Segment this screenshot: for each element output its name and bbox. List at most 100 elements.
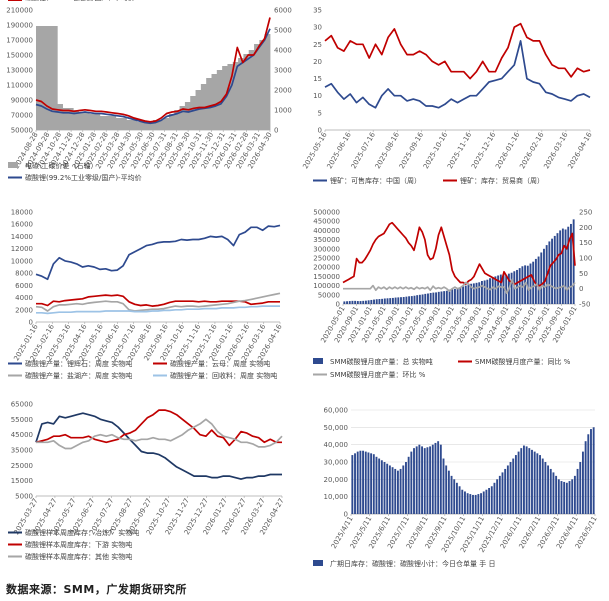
bar: [429, 292, 432, 304]
legend-label: 锂矿：库存：贸易商（周）: [460, 176, 544, 185]
bar: [472, 494, 474, 514]
y2-tick-label: 1000: [274, 107, 292, 115]
y-tick-label: 170000: [6, 37, 33, 45]
ore-inventory-chart: 051015202530352025-05-162025-06-162025-0…: [301, 7, 594, 186]
bar: [482, 491, 485, 514]
x-tick-label: 2025-12-16: [470, 131, 498, 171]
bar: [551, 238, 554, 304]
chart-panel-weekly-production: 0 2000 4000 6000 8000 10000 12000 14000 16000 180…: [0, 204, 300, 394]
bar: [514, 455, 517, 514]
bar: [354, 300, 357, 304]
area-segment: [99, 116, 106, 130]
y-tick-label: 100000: [313, 282, 340, 290]
area-segment: [248, 50, 255, 130]
bar: [437, 441, 440, 514]
bar: [556, 233, 559, 304]
legend-label: 碳酸锂产量：锂辉石：周度 实物吨: [25, 359, 132, 368]
bar: [553, 235, 556, 304]
bar: [431, 444, 434, 514]
bar: [440, 291, 443, 304]
bar: [567, 226, 570, 304]
bar: [501, 472, 504, 514]
bar: [410, 451, 413, 514]
bar: [416, 295, 419, 304]
legend-label: 碳酸锂产量：云母：周度 实物吨: [170, 359, 270, 368]
bar: [386, 463, 389, 514]
warehouse-receipts-chart: 010,00020,00030,00040,00050,00060,000202…: [313, 407, 599, 568]
y-tick-label: 130000: [6, 67, 33, 75]
legend-label: 碳酸锂样本周度库存：下游 实物吨: [25, 540, 132, 549]
bar: [351, 300, 354, 304]
bar: [549, 468, 552, 514]
bar: [437, 291, 440, 304]
legend-label: 碳酸锂(99.2%工业零级/国产)-平均价: [25, 173, 142, 182]
bar: [453, 479, 456, 514]
area-segment: [227, 64, 234, 130]
x-tick-label: 2025-06-16: [326, 131, 354, 171]
area-segment: [41, 26, 48, 130]
bar: [547, 465, 550, 514]
bar: [571, 479, 574, 514]
bar: [359, 450, 362, 514]
bar: [534, 258, 537, 304]
bar: [590, 429, 592, 514]
y-tick-label: 15: [313, 75, 322, 83]
bar: [521, 266, 524, 304]
chart-panel-monthly-production: 0 50000 100000 150000 200000 250000 300000 3500…: [305, 204, 609, 394]
area-segment: [62, 108, 69, 130]
series-line: [35, 17, 271, 123]
x-tick-label: 2025-08-16: [374, 131, 402, 171]
y2-tick-label: 5000: [274, 27, 292, 35]
legend-label: SMM碳酸锂月度产量：环比 %: [330, 370, 426, 379]
x-tick-label: 2026-04-16: [566, 131, 594, 171]
series-line: [35, 409, 282, 447]
y-tick-label: 18000: [11, 209, 33, 217]
y-tick-label: 210000: [6, 7, 33, 15]
bar: [370, 453, 373, 514]
bar: [573, 475, 576, 514]
bar: [364, 300, 367, 304]
bar: [499, 274, 502, 304]
source-note: 数据来源：SMM，广发期货研究所: [6, 583, 187, 596]
y-tick-label: 450000: [313, 218, 340, 226]
bar: [572, 219, 575, 304]
bar: [447, 470, 450, 514]
bar: [391, 467, 394, 514]
area-segment: [259, 40, 266, 130]
bar: [389, 298, 392, 304]
bar: [418, 294, 421, 304]
bar: [485, 489, 488, 514]
bar: [505, 274, 508, 304]
y-tick-label: 10000: [11, 257, 33, 265]
bar: [490, 486, 493, 514]
bar: [592, 427, 595, 514]
series-line: [36, 418, 283, 450]
series-line: [342, 221, 576, 287]
y-tick-label: 25000: [11, 462, 33, 470]
y2-tick-label: 200: [579, 224, 592, 232]
area-segment: [179, 106, 186, 130]
legend-label: 碳酸锂样本周度库存：其他 实物吨: [25, 552, 132, 561]
bar: [448, 289, 451, 304]
bar: [496, 479, 499, 514]
bar: [552, 472, 555, 514]
area-segment: [121, 118, 127, 130]
area-segment: [206, 78, 212, 130]
legend-label: 碳酸锂样本周度库存：冶炼厂 实物吨: [25, 528, 139, 537]
y2-tick-label: 2000: [274, 87, 292, 95]
area-segment: [158, 120, 165, 130]
bar: [426, 447, 429, 514]
area-segment: [243, 54, 250, 130]
area-segment: [216, 70, 223, 130]
area-segment: [131, 120, 138, 130]
series-line: [36, 305, 280, 315]
bar: [418, 444, 421, 514]
bar: [469, 494, 472, 514]
bar: [548, 241, 551, 304]
bar: [364, 451, 367, 514]
bar: [559, 230, 562, 304]
bar: [386, 298, 389, 304]
bar: [459, 287, 462, 304]
bar: [445, 290, 448, 304]
